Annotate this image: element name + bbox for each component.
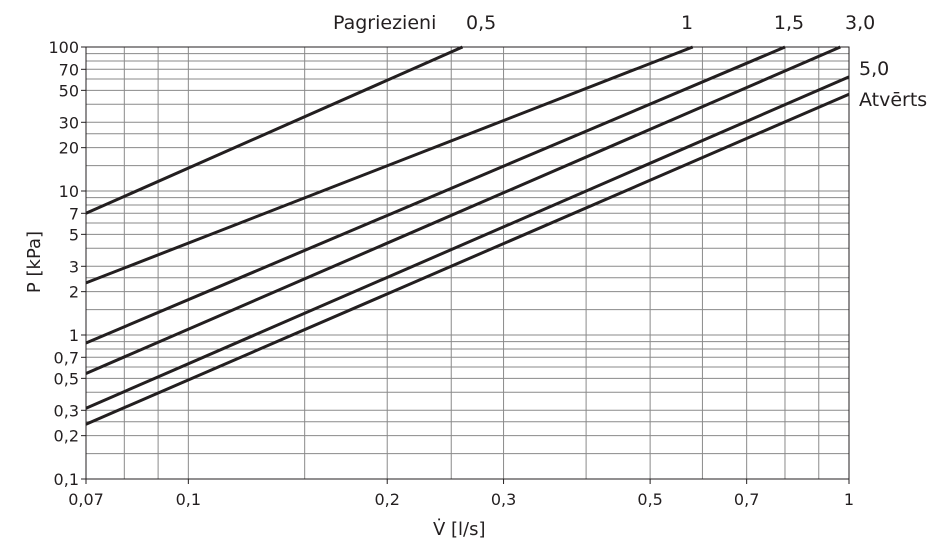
grid [85, 46, 850, 480]
y-tick-label: 0,1 [54, 470, 79, 489]
series-label: 1,5 [774, 12, 804, 34]
y-tick-label: 3 [69, 257, 79, 276]
series-line [85, 45, 786, 345]
series-line [85, 45, 694, 285]
series-label: 5,0 [859, 58, 889, 80]
y-tick-label: 50 [59, 81, 79, 100]
y-tick-label: 70 [59, 60, 79, 79]
series-line [85, 45, 464, 215]
x-tick-label: 0,07 [68, 490, 104, 509]
y-tick-labels: 0,1 0,2 0,3 0,5 0,7 1 2 3 5 7 10 20 30 50 70 100 [48, 38, 86, 489]
series-line [85, 92, 850, 426]
series-label: 0,5 [466, 12, 496, 34]
y-tick-label: 10 [59, 182, 79, 201]
series-labels: Pagriezieni 0,5 1 1,5 3,0 5,0 Atvērts [333, 12, 927, 111]
y-tick-label: 0,5 [54, 369, 79, 388]
x-tick-label: 0,2 [374, 490, 399, 509]
x-tick-label: 0,3 [491, 490, 516, 509]
x-tick-label: 0,7 [734, 490, 759, 509]
y-tick-label: 0,3 [54, 401, 79, 420]
x-tick-label: 1 [844, 490, 854, 509]
y-tick-label: 7 [69, 204, 79, 223]
series-label: 1 [681, 12, 693, 34]
x-axis-title: V̇ [l/s] [433, 519, 486, 540]
x-tick-label: 0,5 [637, 490, 662, 509]
series-lines [85, 45, 850, 426]
y-tick-label: 1 [69, 326, 79, 345]
y-tick-label: 100 [48, 38, 79, 57]
y-tick-label: 2 [69, 283, 79, 302]
series-group-label: Pagriezieni [333, 12, 436, 34]
series-label: Atvērts [859, 89, 927, 111]
y-tick-label: 30 [59, 113, 79, 132]
x-tick-label: 0,1 [176, 490, 201, 509]
series-label: 3,0 [845, 12, 875, 34]
y-tick-label: 20 [59, 139, 79, 158]
x-tick-labels: 0,07 0,1 0,2 0,3 0,5 0,7 1 [68, 479, 854, 509]
y-axis-title: P [kPa] [24, 231, 45, 293]
y-tick-label: 0,7 [54, 348, 79, 367]
series-line [85, 75, 850, 410]
y-tick-label: 5 [69, 225, 79, 244]
y-tick-label: 0,2 [54, 427, 79, 446]
series-line [85, 45, 841, 375]
plot-frame [85, 46, 850, 480]
